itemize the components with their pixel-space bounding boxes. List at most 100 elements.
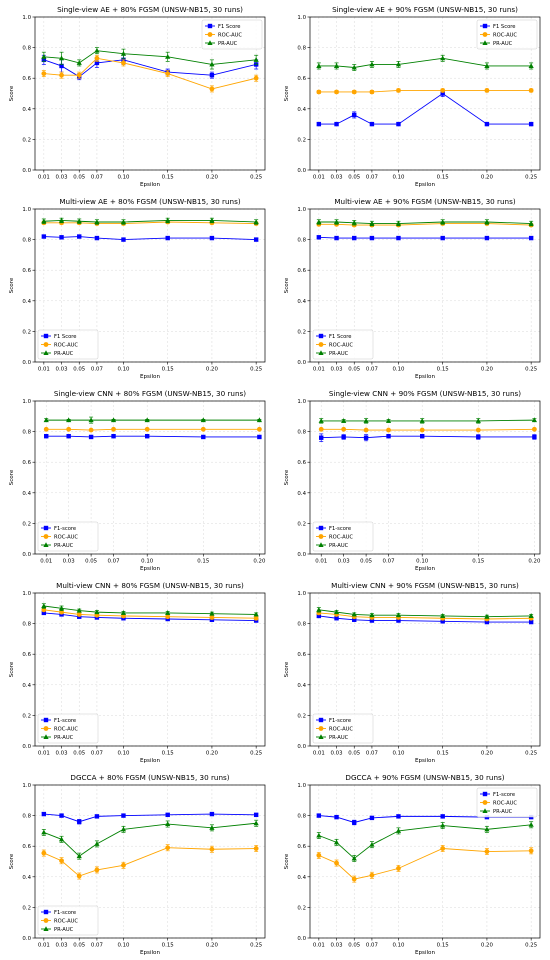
data-point — [318, 418, 324, 423]
data-point — [351, 64, 357, 70]
chart-panel: Multi-view CNN + 80% FGSM (UNSW-NB15, 30… — [9, 581, 266, 764]
data-point — [253, 219, 259, 225]
legend-label: ROC-AUC — [54, 919, 78, 925]
series-line — [318, 609, 532, 618]
chart-title: Multi-view AE + 90% FGSM (UNSW-NB15, 30 … — [334, 197, 516, 206]
x-tick-label: 0.25 — [525, 751, 537, 757]
x-tick-label: 0.15 — [162, 943, 174, 949]
legend-marker — [43, 717, 49, 723]
data-point — [395, 828, 402, 833]
data-point — [94, 60, 100, 66]
x-tick-label: 0.07 — [91, 367, 103, 373]
y-tick-label: 0.0 — [297, 360, 306, 366]
chart-panel: Single-view CNN + 80% FGSM (UNSW-NB15, 3… — [9, 389, 266, 572]
legend-label: ROC-AUC — [218, 33, 242, 39]
data-point — [528, 220, 534, 226]
data-point — [484, 613, 490, 619]
series-line — [46, 435, 260, 438]
x-tick-label: 0.20 — [206, 367, 219, 373]
data-point — [352, 617, 357, 622]
legend-label: PR-AUC — [54, 351, 74, 357]
y-tick-label: 0.8 — [22, 430, 31, 436]
y-axis-label: Score — [284, 661, 290, 677]
y-axis-label: Score — [284, 469, 290, 485]
data-point — [144, 426, 150, 432]
data-point — [341, 426, 347, 432]
legend: F1-score ROC-AUC PR-AUC — [476, 787, 538, 818]
data-point — [334, 616, 339, 621]
x-tick-label: 0.01 — [313, 367, 325, 373]
data-point — [396, 88, 401, 93]
data-point — [385, 418, 392, 423]
x-tick-label: 0.20 — [481, 943, 494, 949]
y-tick-label: 0.0 — [22, 360, 31, 366]
x-tick-label: 0.20 — [206, 175, 219, 181]
series-line — [43, 236, 257, 241]
y-tick-label: 0.2 — [297, 137, 306, 143]
x-tick-label: 0.05 — [348, 943, 360, 949]
series-line — [318, 89, 532, 93]
x-tick-label: 0.10 — [392, 367, 405, 373]
x-tick-label: 0.05 — [348, 751, 360, 757]
y-tick-label: 0.0 — [22, 744, 31, 750]
chart-title: Multi-view CNN + 80% FGSM (UNSW-NB15, 30… — [56, 581, 244, 590]
data-point — [58, 55, 65, 61]
data-point — [440, 219, 446, 225]
data-point — [334, 121, 339, 127]
data-point — [484, 619, 490, 625]
y-tick-label: 0.8 — [297, 46, 306, 52]
y-tick-label: 0.8 — [297, 814, 306, 820]
data-point — [318, 426, 324, 432]
y-tick-label: 0.2 — [22, 329, 31, 335]
data-point — [94, 47, 100, 53]
data-point — [120, 50, 127, 56]
legend-marker — [207, 40, 213, 45]
data-point — [319, 435, 324, 440]
legend-marker — [43, 926, 49, 931]
data-point — [531, 426, 537, 432]
series-group — [41, 234, 259, 242]
series-group — [316, 88, 534, 95]
legend-label: F1 Score — [493, 24, 515, 30]
legend-box — [37, 905, 99, 936]
chart-panel: Multi-view CNN + 90% FGSM (UNSW-NB15, 30… — [284, 581, 541, 764]
data-point — [165, 53, 171, 59]
y-tick-label: 0.6 — [22, 76, 31, 82]
data-point — [94, 219, 100, 225]
y-tick-label: 0.2 — [297, 521, 306, 527]
legend-label: PR-AUC — [329, 543, 349, 549]
y-tick-label: 0.6 — [297, 268, 306, 274]
legend-marker — [482, 791, 488, 797]
legend-box — [312, 329, 374, 360]
data-point — [351, 219, 357, 225]
series-line — [321, 435, 535, 439]
legend-marker — [43, 909, 49, 915]
y-tick-label: 1.0 — [22, 207, 31, 213]
series-group — [41, 54, 259, 93]
series-line — [43, 57, 257, 90]
chart-panel: DGCCA + 80% FGSM (UNSW-NB15, 30 runs) 0.0… — [9, 773, 266, 956]
y-tick-label: 0.0 — [22, 552, 31, 558]
series-line — [321, 419, 535, 422]
data-point — [58, 217, 65, 223]
data-point — [352, 820, 357, 825]
data-point — [66, 417, 72, 423]
data-point — [76, 853, 82, 859]
y-tick-label: 0.8 — [22, 46, 31, 52]
y-tick-label: 0.8 — [22, 622, 31, 628]
series-line — [43, 220, 257, 223]
x-tick-label: 0.10 — [117, 751, 130, 757]
series-group — [316, 219, 534, 227]
x-axis-label: Epsilon — [415, 566, 436, 572]
data-point — [528, 821, 534, 827]
data-point — [77, 819, 82, 824]
legend-marker — [318, 726, 324, 731]
x-tick-label: 0.07 — [91, 175, 103, 181]
x-tick-label: 0.07 — [108, 559, 120, 565]
data-point — [369, 815, 375, 821]
data-point — [528, 613, 534, 618]
legend-box — [312, 521, 374, 552]
legend-label: PR-AUC — [493, 41, 513, 47]
x-tick-label: 0.05 — [85, 559, 97, 565]
data-point — [253, 237, 259, 242]
